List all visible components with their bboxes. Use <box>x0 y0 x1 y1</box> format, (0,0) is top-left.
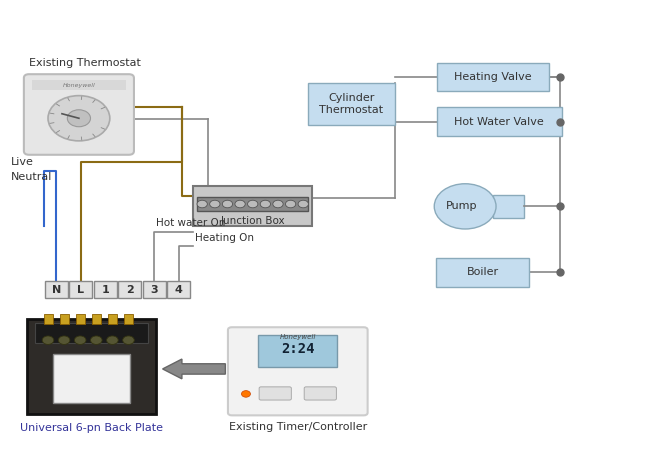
FancyBboxPatch shape <box>70 281 92 298</box>
Circle shape <box>123 336 135 345</box>
Text: Cylinder
Thermostat: Cylinder Thermostat <box>319 93 383 115</box>
FancyBboxPatch shape <box>167 281 190 298</box>
Text: Junction Box: Junction Box <box>220 216 285 226</box>
FancyBboxPatch shape <box>75 314 84 324</box>
FancyBboxPatch shape <box>258 335 337 366</box>
Text: 1: 1 <box>101 285 109 295</box>
FancyBboxPatch shape <box>94 281 117 298</box>
Text: 2: 2 <box>126 285 134 295</box>
FancyBboxPatch shape <box>193 186 312 227</box>
FancyBboxPatch shape <box>24 74 134 155</box>
FancyBboxPatch shape <box>60 314 69 324</box>
FancyBboxPatch shape <box>35 323 148 343</box>
Text: Honeywell: Honeywell <box>280 334 316 340</box>
FancyBboxPatch shape <box>436 258 529 287</box>
FancyBboxPatch shape <box>493 195 524 218</box>
Text: Neutral: Neutral <box>11 172 53 182</box>
FancyBboxPatch shape <box>228 327 368 415</box>
FancyBboxPatch shape <box>44 314 53 324</box>
Text: Existing Timer/Controller: Existing Timer/Controller <box>229 422 367 432</box>
Circle shape <box>235 200 245 208</box>
Circle shape <box>241 391 250 397</box>
FancyBboxPatch shape <box>142 281 166 298</box>
Text: Boiler: Boiler <box>467 267 499 277</box>
FancyBboxPatch shape <box>92 314 101 324</box>
Text: Heating On: Heating On <box>195 233 254 243</box>
Text: Heating Valve: Heating Valve <box>454 72 532 82</box>
Circle shape <box>197 200 207 208</box>
Circle shape <box>90 336 102 345</box>
FancyBboxPatch shape <box>307 83 395 125</box>
Text: N: N <box>52 285 61 295</box>
Circle shape <box>298 200 308 208</box>
FancyBboxPatch shape <box>108 314 117 324</box>
Circle shape <box>273 200 283 208</box>
FancyBboxPatch shape <box>53 355 131 403</box>
FancyBboxPatch shape <box>197 197 308 211</box>
FancyArrow shape <box>162 359 226 379</box>
Text: Universal 6-pn Back Plate: Universal 6-pn Back Plate <box>20 423 163 433</box>
Text: Hot Water Valve: Hot Water Valve <box>454 117 544 127</box>
FancyBboxPatch shape <box>437 108 562 136</box>
Text: L: L <box>77 285 84 295</box>
FancyBboxPatch shape <box>45 281 68 298</box>
Circle shape <box>48 96 110 141</box>
Text: Hot water On: Hot water On <box>156 218 226 228</box>
Text: 4: 4 <box>175 285 183 295</box>
Circle shape <box>260 200 270 208</box>
Circle shape <box>58 336 70 345</box>
Circle shape <box>42 336 54 345</box>
Circle shape <box>107 336 118 345</box>
Text: Pump: Pump <box>446 201 478 211</box>
Circle shape <box>248 200 258 208</box>
Circle shape <box>210 200 220 208</box>
FancyBboxPatch shape <box>304 387 337 400</box>
Text: Live: Live <box>11 156 34 166</box>
FancyBboxPatch shape <box>27 319 156 414</box>
FancyBboxPatch shape <box>32 80 125 90</box>
Circle shape <box>222 200 233 208</box>
Text: 2:24: 2:24 <box>281 342 315 356</box>
Text: 3: 3 <box>150 285 158 295</box>
Circle shape <box>74 336 86 345</box>
FancyBboxPatch shape <box>124 314 133 324</box>
Circle shape <box>434 184 496 229</box>
Circle shape <box>285 200 296 208</box>
FancyBboxPatch shape <box>118 281 141 298</box>
Circle shape <box>68 110 90 127</box>
FancyBboxPatch shape <box>259 387 291 400</box>
Text: Honeywell: Honeywell <box>62 82 96 88</box>
Text: Existing Thermostat: Existing Thermostat <box>29 58 141 68</box>
FancyBboxPatch shape <box>437 63 549 91</box>
